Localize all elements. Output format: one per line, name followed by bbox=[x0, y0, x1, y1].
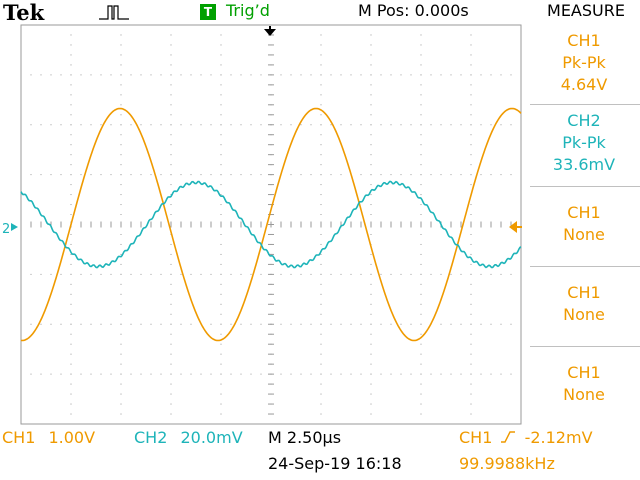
measure-1-value: 4.64V bbox=[560, 75, 608, 94]
measure-3-source: CH1 bbox=[567, 203, 601, 222]
ch2-ground-marker bbox=[11, 223, 18, 231]
measure-3-type: None bbox=[563, 225, 605, 244]
ch2-ground-label: 2 bbox=[2, 222, 10, 237]
pulse-trigger-icon bbox=[99, 5, 129, 20]
trigger-level-marker bbox=[509, 221, 522, 233]
measure-2-type: Pk-Pk bbox=[562, 133, 606, 152]
measure-2-value: 33.6mV bbox=[552, 155, 616, 174]
measure-1-type: Pk-Pk bbox=[562, 53, 606, 72]
measure-5-type: None bbox=[563, 385, 605, 404]
trigger-status: Trig’d bbox=[226, 1, 270, 20]
measure-2-source: CH2 bbox=[567, 111, 601, 130]
measure-box-4[interactable]: CH1 None bbox=[528, 282, 640, 326]
ch2-scale-readout: CH2 20.0mV bbox=[134, 428, 243, 447]
ch2-label: CH2 bbox=[134, 428, 168, 447]
measure-4-source: CH1 bbox=[567, 283, 601, 302]
measure-divider bbox=[530, 266, 640, 267]
measure-menu-title: MEASURE bbox=[547, 1, 625, 20]
graticule-grid bbox=[20, 24, 522, 415]
measure-divider bbox=[530, 346, 640, 347]
measure-1-source: CH1 bbox=[567, 31, 601, 50]
measure-box-1[interactable]: CH1 Pk-Pk 4.64V bbox=[528, 30, 640, 96]
ch1-scale-readout: CH1 1.00V bbox=[2, 428, 95, 447]
ch2-scale: 20.0mV bbox=[180, 428, 243, 447]
trigger-readout: CH1 -2.12mV bbox=[459, 428, 593, 447]
measure-4-type: None bbox=[563, 305, 605, 324]
rising-edge-icon bbox=[501, 431, 516, 443]
date-time: 24-Sep-19 16:18 bbox=[268, 454, 402, 473]
measure-box-2[interactable]: CH2 Pk-Pk 33.6mV bbox=[528, 110, 640, 176]
ch2-trace bbox=[20, 180, 522, 269]
measure-box-3[interactable]: CH1 None bbox=[528, 202, 640, 246]
trigger-badge: T bbox=[200, 4, 216, 20]
trigger-level: -2.12mV bbox=[524, 428, 593, 447]
measure-divider bbox=[530, 104, 640, 105]
horizontal-position: M Pos: 0.000s bbox=[358, 1, 469, 20]
timebase-readout: M 2.50µs bbox=[268, 428, 342, 447]
measure-box-5[interactable]: CH1 None bbox=[528, 362, 640, 406]
ch1-label: CH1 bbox=[2, 428, 36, 447]
trigger-source: CH1 bbox=[459, 428, 493, 447]
brand-logo: Tek bbox=[3, 0, 45, 25]
frequency-readout: 99.9988kHz bbox=[459, 454, 555, 473]
measure-divider bbox=[530, 186, 640, 187]
ch1-scale: 1.00V bbox=[48, 428, 96, 447]
measure-5-source: CH1 bbox=[567, 363, 601, 382]
trigger-position-marker bbox=[264, 26, 276, 36]
ch1-trace bbox=[20, 107, 522, 342]
